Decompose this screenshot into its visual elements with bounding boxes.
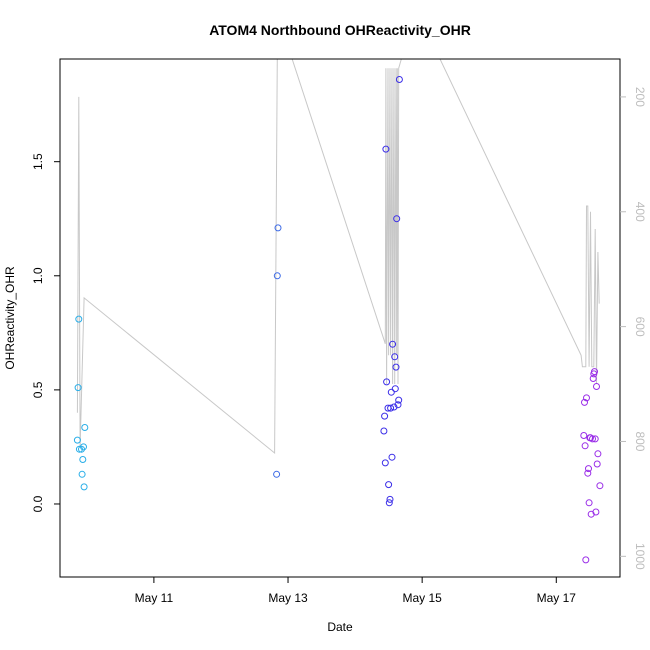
data-point (381, 412, 389, 420)
data-point (382, 145, 390, 153)
altitude-line (76, 59, 600, 455)
data-point (388, 453, 396, 461)
data-point (273, 272, 281, 280)
data-point (274, 224, 282, 232)
data-point (80, 443, 87, 451)
data-point (78, 470, 86, 478)
y2-tick-label: 800 (633, 431, 647, 451)
data-point (380, 427, 388, 435)
data-point (383, 378, 391, 386)
data-point (273, 470, 281, 478)
y-axis: 0.0 0.5 1.0 1.5 (31, 153, 60, 512)
data-point (74, 384, 82, 392)
data-point (580, 432, 588, 439)
data-point (591, 368, 598, 376)
y2-axis: 200 400 600 800 1000 (620, 87, 647, 570)
data-point (596, 482, 604, 490)
data-point (381, 459, 389, 467)
y2-tick-label: 400 (633, 202, 647, 222)
x-axis-label: Date (327, 620, 353, 634)
series-flight-2 (273, 224, 282, 478)
y-tick-label: 1.5 (31, 153, 45, 170)
data-point (391, 353, 399, 361)
x-tick-label: May 15 (402, 591, 442, 605)
data-point (585, 499, 593, 507)
data-point (593, 383, 600, 390)
series-flight-4 (580, 368, 604, 564)
data-point (390, 403, 398, 411)
data-point (81, 424, 89, 431)
data-point (592, 508, 600, 516)
altitude-layer (76, 59, 600, 455)
data-point (387, 404, 395, 412)
data-point (593, 460, 601, 468)
chart-title: ATOM4 Northbound OHReactivity_OHR (209, 22, 471, 38)
data-point (585, 465, 592, 473)
series-flight-1 (73, 315, 89, 491)
y-tick-label: 0.0 (31, 495, 45, 512)
data-point (582, 556, 590, 564)
data-point (80, 483, 88, 491)
data-point (395, 396, 403, 404)
data-point (584, 469, 592, 477)
data-point (589, 375, 597, 382)
y-tick-label: 1.0 (31, 267, 45, 284)
data-point (73, 436, 81, 444)
data-point (393, 215, 401, 223)
data-point (385, 481, 393, 489)
plot-frame (59, 58, 621, 578)
data-point (386, 495, 394, 503)
y-axis-label: OHReactivity_OHR (3, 266, 17, 370)
data-point (79, 456, 87, 463)
data-point (392, 363, 400, 371)
data-point (391, 385, 399, 393)
data-point (387, 388, 395, 396)
x-tick-label: May 13 (268, 591, 308, 605)
x-tick-label: May 11 (135, 591, 174, 605)
y2-tick-label: 600 (633, 317, 647, 337)
data-point (591, 435, 599, 443)
data-point (385, 499, 393, 507)
data-point (589, 435, 596, 443)
data-point (389, 340, 397, 348)
data-point (75, 315, 83, 323)
series-flight-3 (380, 76, 403, 507)
data-point (78, 445, 85, 453)
y2-tick-label: 1000 (633, 543, 647, 570)
data-point (581, 442, 589, 450)
x-tick-label: May 17 (537, 591, 577, 605)
x-axis: May 11 May 13 May 15 May 17 (135, 577, 577, 605)
y-tick-label: 0.5 (31, 381, 45, 398)
data-point (581, 398, 588, 406)
points-layer (73, 76, 604, 564)
y2-tick-label: 200 (633, 87, 647, 107)
data-point (583, 394, 590, 402)
data-point (394, 401, 402, 409)
data-point (594, 450, 602, 458)
data-point (75, 445, 83, 453)
data-point (395, 76, 403, 83)
